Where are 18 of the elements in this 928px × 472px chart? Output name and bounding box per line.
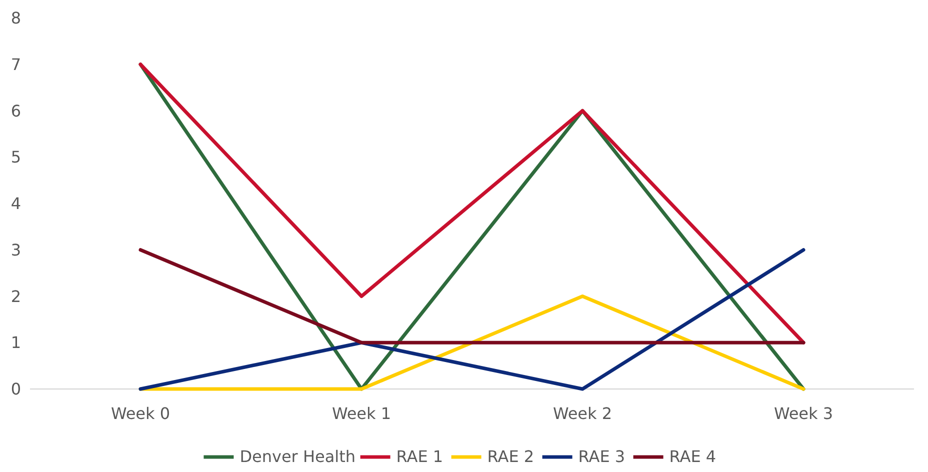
y-tick-label: 1 <box>10 333 22 352</box>
y-tick-label: 2 <box>10 286 22 306</box>
y-tick-label: 7 <box>10 54 22 74</box>
y-tick-label: 5 <box>10 148 22 167</box>
legend-label: Denver Health <box>240 447 356 466</box>
legend-label: RAE 2 <box>487 447 534 466</box>
legend-label: RAE 3 <box>578 447 626 466</box>
x-tick-label: Week 3 <box>774 404 834 423</box>
y-tick-label: 0 <box>10 380 22 399</box>
y-tick-label: 6 <box>10 101 22 120</box>
x-tick-label: Week 1 <box>332 404 392 423</box>
y-tick-label: 8 <box>10 8 22 28</box>
x-tick-label: Week 2 <box>552 404 612 423</box>
y-tick-label: 3 <box>10 240 22 260</box>
legend-label: RAE 4 <box>669 447 716 466</box>
legend-label: RAE 1 <box>396 447 444 466</box>
y-tick-label: 4 <box>10 194 22 214</box>
x-tick-label: Week 0 <box>110 404 170 423</box>
